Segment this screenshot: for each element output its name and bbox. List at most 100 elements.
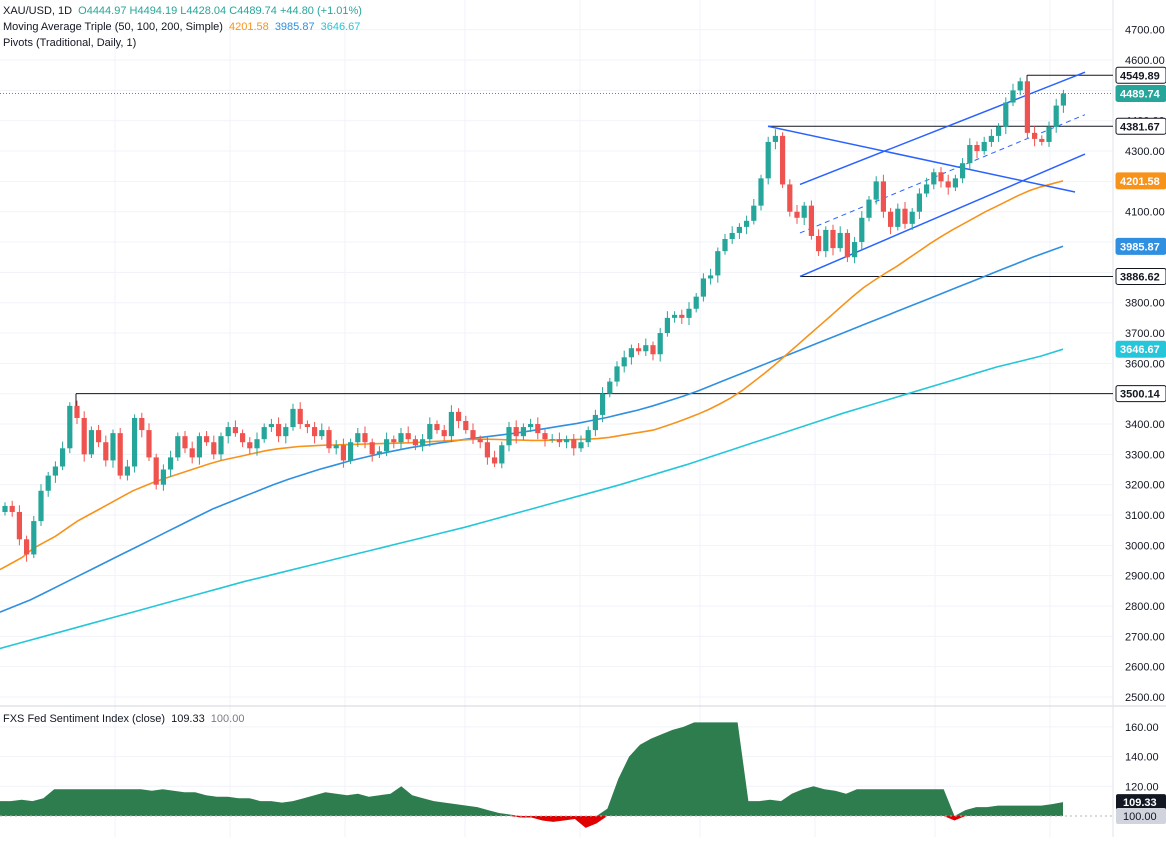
candle xyxy=(319,423,325,440)
indicator-legend: FXS Fed Sentiment Index (close) 109.33 1… xyxy=(3,713,247,726)
candle xyxy=(412,435,418,451)
candle-body xyxy=(801,205,807,218)
price-tick-label: 3100.00 xyxy=(1125,510,1165,522)
candle-body xyxy=(765,141,771,179)
candle xyxy=(628,344,634,365)
candle xyxy=(693,293,699,313)
sentiment-area-negative xyxy=(0,816,1063,828)
price-tick-label: 3300.00 xyxy=(1125,449,1165,461)
candle xyxy=(376,446,382,458)
candle-body xyxy=(276,424,282,437)
candle xyxy=(506,421,512,452)
candle-body xyxy=(232,427,238,434)
candle xyxy=(67,402,73,454)
candle xyxy=(852,236,858,264)
candle xyxy=(434,420,440,434)
candle-body xyxy=(736,226,742,233)
candle xyxy=(535,417,541,440)
candle xyxy=(1017,77,1023,96)
candle-body xyxy=(1017,81,1023,91)
price-tick-label: 2800.00 xyxy=(1125,601,1165,613)
candle xyxy=(960,158,966,184)
candle xyxy=(945,174,951,195)
candle-body xyxy=(441,430,447,437)
candle xyxy=(585,426,591,448)
candle-body xyxy=(909,211,915,224)
candle xyxy=(326,426,332,454)
ma-label: Moving Average Triple (50, 100, 200, Sim… xyxy=(3,21,223,33)
grid-lines xyxy=(0,0,1113,837)
candle xyxy=(643,338,649,357)
candle-body xyxy=(686,308,692,318)
candle-body xyxy=(16,511,22,540)
ohlc-values: O4444.97 H4494.19 L4428.04 C4489.74 +44.… xyxy=(78,5,362,17)
candle xyxy=(96,424,102,448)
candle-body xyxy=(182,436,188,449)
price-marker-label: 4489.74 xyxy=(1120,89,1161,101)
candle-body xyxy=(312,427,318,437)
candle-body xyxy=(477,439,483,443)
candle-body xyxy=(326,430,332,449)
price-marker: 3886.62 xyxy=(1115,267,1166,285)
candle xyxy=(988,129,994,147)
ma200-line xyxy=(0,348,1064,650)
candle-body xyxy=(146,430,152,458)
indicator-marker-box xyxy=(1116,794,1166,811)
candle-body xyxy=(967,144,973,164)
candle-body xyxy=(895,208,901,227)
candle xyxy=(715,247,721,283)
candle-body xyxy=(1039,138,1045,142)
candle-body xyxy=(513,427,519,437)
candle xyxy=(657,327,663,362)
candle-body xyxy=(333,445,339,449)
candle-body xyxy=(924,184,930,194)
candle xyxy=(686,302,692,326)
indicator-value: 109.33 xyxy=(171,713,205,725)
candle-body xyxy=(744,220,750,227)
symbol-name: XAU/USD, 1D xyxy=(3,5,73,17)
indicator-tick-label: 120.00 xyxy=(1125,781,1159,793)
candle xyxy=(700,273,706,302)
price-axis: 2500.00 2600.00 2700.00 2800.00 2900.00 3000.… xyxy=(1115,25,1166,824)
candle xyxy=(967,138,973,170)
candle xyxy=(837,226,843,252)
candle xyxy=(117,427,123,480)
candle-body xyxy=(319,430,325,437)
candle xyxy=(477,435,483,449)
candle xyxy=(765,136,771,185)
candle xyxy=(722,233,728,255)
candle-body xyxy=(700,278,706,297)
candle-body xyxy=(168,457,174,470)
candle-body xyxy=(9,505,15,512)
candle-body xyxy=(261,427,267,440)
candle-body xyxy=(376,451,382,455)
price-marker-label: 3886.62 xyxy=(1120,271,1160,283)
candle xyxy=(110,429,116,468)
candle xyxy=(808,200,814,240)
candle-body xyxy=(463,420,469,431)
candle-body xyxy=(218,436,224,455)
candle-body xyxy=(340,445,346,461)
candle-body xyxy=(283,427,289,437)
candle-body xyxy=(945,181,951,188)
candle xyxy=(153,453,159,490)
candle-body xyxy=(643,345,649,352)
candle-body xyxy=(880,181,886,212)
indicator-marker-label: 109.33 xyxy=(1123,797,1157,809)
candle-body xyxy=(772,135,778,142)
indicator-base: 100.00 xyxy=(210,713,245,725)
candle xyxy=(1060,89,1066,113)
candle-body xyxy=(38,490,44,522)
ma-legend: Moving Average Triple (50, 100, 200, Sim… xyxy=(3,21,363,34)
ma50-line xyxy=(0,180,1064,571)
candle-body xyxy=(1060,93,1066,106)
candle-body xyxy=(290,408,296,428)
candle-body xyxy=(1046,126,1052,142)
candle-body xyxy=(1010,90,1016,103)
candle xyxy=(794,205,800,224)
candle xyxy=(1024,76,1030,139)
candle-body xyxy=(960,163,966,179)
candle xyxy=(427,417,433,447)
price-marker-label: 4201.58 xyxy=(1120,176,1160,188)
candle-body xyxy=(564,439,570,443)
